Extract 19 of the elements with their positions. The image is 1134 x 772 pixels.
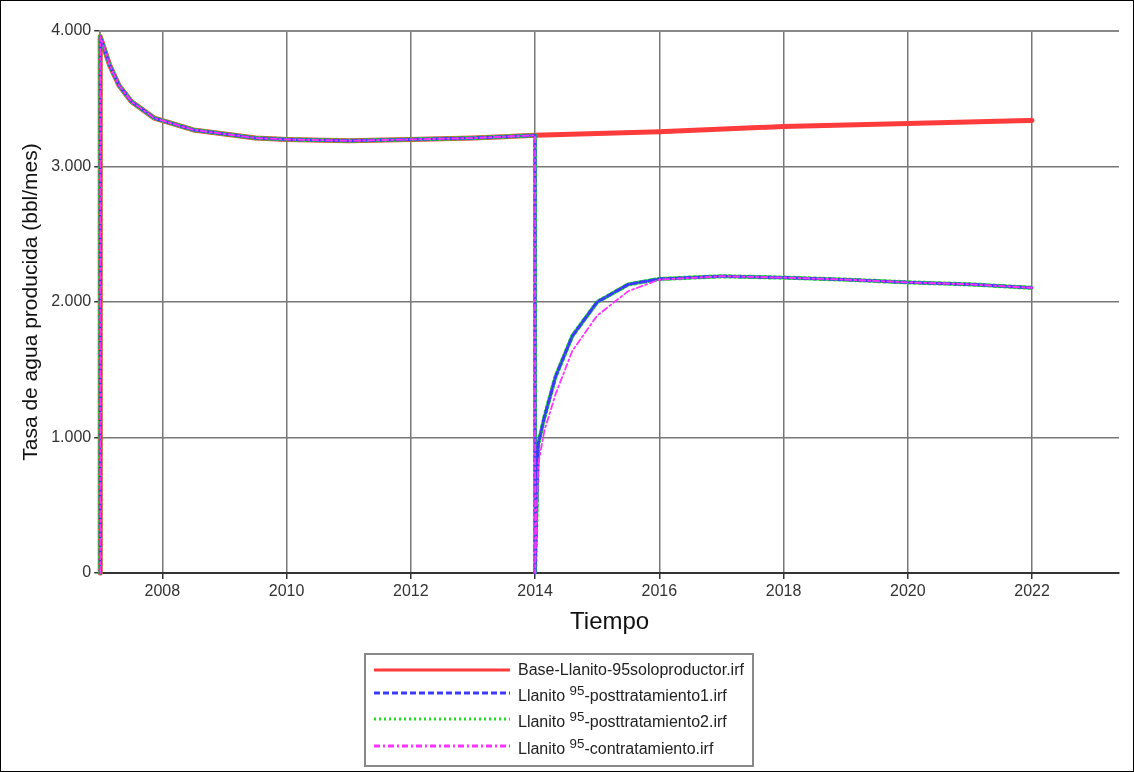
y-axis-title: Tasa de agua producida (bbl/mes) — [18, 143, 42, 461]
y-tick-label: 4.000 — [51, 21, 92, 39]
x-tick-label: 2016 — [641, 582, 678, 600]
legend-label: Base-Llanito-95soloproductor.irf — [518, 660, 744, 680]
x-tick-label: 2010 — [268, 582, 305, 600]
x-tick-label: 2008 — [144, 582, 181, 600]
x-tick-label: 2012 — [393, 582, 429, 600]
legend-label: Llanito $^{95}$-posttratamiento1.irf — [518, 682, 727, 707]
x-tick-label: 2020 — [890, 582, 926, 600]
y-tick-label: 0 — [82, 563, 92, 581]
legend-label: Llanito $^{95}$-contratamiento.irf — [518, 734, 714, 759]
legend-label: Llanito $^{95}$-posttratamiento2.irf — [518, 708, 727, 733]
x-axis-title: Tiempo — [570, 607, 650, 635]
x-tick-label: 2022 — [1014, 582, 1050, 600]
y-tick-label: 2.000 — [51, 292, 92, 310]
x-tick-label: 2018 — [765, 582, 802, 600]
y-tick-label: 3.000 — [51, 156, 92, 174]
x-tick-label: 2014 — [517, 582, 553, 600]
y-tick-label: 1.000 — [51, 427, 92, 445]
